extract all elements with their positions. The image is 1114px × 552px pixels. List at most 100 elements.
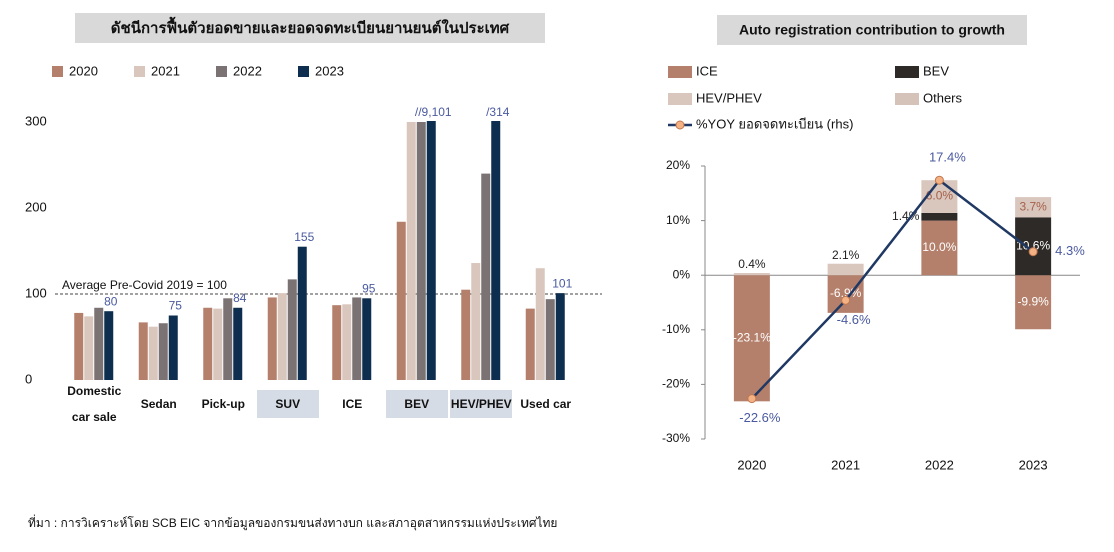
legend-label: 2021 [151,63,180,78]
y-tick-label: 20% [666,158,690,172]
bar [342,304,352,380]
bar [94,307,104,380]
y-tick-label: 0% [673,267,691,281]
legend-label: 2022 [233,63,262,78]
bar-segment [921,212,958,221]
bar [148,326,158,380]
bar [555,293,565,380]
bar [74,312,84,380]
y-tick-label: 0 [25,371,32,386]
bar [104,311,114,380]
line-marker [1028,247,1038,257]
bar [362,298,372,380]
data-label: 155 [294,230,314,244]
x-tick-label: BEV [385,390,448,418]
bar-segment [827,275,864,313]
x-tick-label: Sedan [140,397,177,411]
legend-swatch [668,93,692,105]
legend-swatch [298,66,309,77]
legend-label: HEV/PHEV [696,90,762,105]
bar [168,315,178,380]
line-label: 4.3% [1055,243,1085,258]
data-label: 95 [362,281,376,295]
x-tick-label: Domestic car sale [67,384,122,424]
bar [426,121,436,380]
legend-label: 2023 [315,63,344,78]
chart-title: Auto registration contribution to growth [739,22,1005,38]
bar [332,305,342,380]
line [750,178,1034,400]
bar [203,307,213,380]
data-label: 3.7% [1019,199,1047,213]
line-marker [747,394,757,404]
y-tick-label: 200 [25,199,47,214]
bar [416,122,426,380]
legend-swatch [668,66,692,78]
data-label: /314 [486,105,510,119]
x-tick-label: Pick-up [201,397,245,411]
source-note: ที่มา : การวิเคราะห์โดย SCB EIC จากข้อมู… [28,514,557,531]
x-tick-label: 2021 [831,457,860,472]
data-label: //9,101 [415,105,452,119]
bar [535,268,545,380]
data-label: 6.0% [926,189,954,203]
line-label: -4.6% [837,312,871,327]
line-label: 17.4% [929,150,966,165]
data-label: -23.1% [733,330,771,344]
title-background [717,15,1027,45]
data-label: 2.1% [832,248,860,262]
x-tick-label: Used car [520,397,572,411]
y-tick-label: 100 [25,285,47,300]
bar [525,308,535,380]
data-label: 10.0% [922,240,956,254]
legend-swatch [895,93,919,105]
title-background [75,13,545,43]
line-marker [841,295,851,305]
bar [352,297,362,380]
legend-swatch [216,66,227,77]
bar [287,279,297,380]
legend-marker [675,120,685,130]
bar [233,307,243,380]
bar-segment [921,220,958,276]
bar [406,122,416,380]
x-tick-label: 2022 [925,457,954,472]
data-label: 80 [104,294,118,308]
data-label: -9.9% [1017,294,1049,308]
line-marker [934,175,944,185]
x-tick-label: 2023 [1019,457,1048,472]
y-tick-label: -10% [662,322,690,336]
y-tick-label: -20% [662,377,690,391]
bar [84,316,94,380]
data-label: 84 [233,291,247,305]
bar [267,297,277,380]
bar-segment [827,263,864,276]
bar [491,121,501,381]
data-label: 0.4% [738,257,766,271]
data-label: 101 [552,276,572,290]
bar [158,323,168,380]
legend-label: ICE [696,63,718,78]
bars [74,121,565,381]
legend-label: %YOY ยอดจดทะเบียน (rhs) [696,116,853,131]
bar-segment [733,273,770,276]
legend-swatch [52,66,63,77]
bar [138,322,148,380]
chart-title: ดัชนีการฟื้นตัวยอดขายและยอดจดทะเบียนยานย… [111,16,510,37]
y-tick-label: -30% [662,431,690,445]
bar-segment [1015,217,1052,276]
bar-segment [733,275,770,402]
bar [396,221,406,380]
bar [277,293,287,380]
y-tick-label: 10% [666,213,690,227]
bar [461,289,471,380]
bar [223,298,233,380]
bar [481,173,491,380]
bar [471,263,481,380]
legend-label: 2020 [69,63,98,78]
legend-swatch [895,66,919,78]
reference-label: Average Pre-Covid 2019 = 100 [62,278,227,292]
legend-swatch [134,66,145,77]
